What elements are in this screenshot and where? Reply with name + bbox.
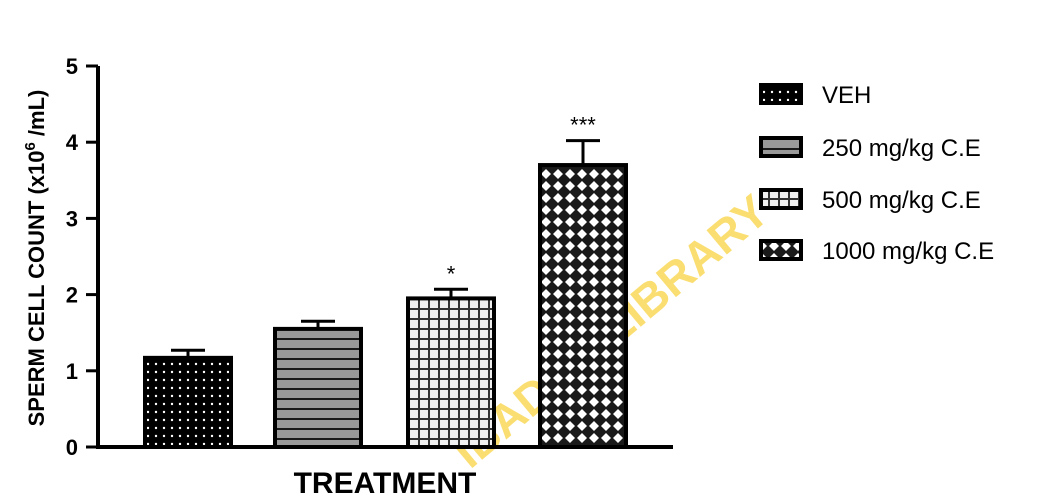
legend-label: 500 mg/kg C.E — [822, 187, 981, 214]
y-axis-title-unit: /mL) — [24, 90, 49, 143]
y-axis-title-superscript: 6 — [22, 142, 39, 150]
y-axis-title-main: SPERM CELL COUNT (x10 — [24, 151, 49, 427]
legend-label: VEH — [822, 82, 871, 109]
y-axis-title: SPERM CELL COUNT (x106 /mL) — [22, 90, 49, 427]
y-tick-label: 4 — [66, 130, 79, 155]
bar — [538, 163, 628, 449]
y-tick-label: 5 — [66, 54, 78, 79]
legend: VEH 250 mg/kg C.E 500 mg/kg C.E 1000 mg/kg … — [759, 82, 994, 265]
significance-marker: * — [447, 261, 456, 286]
y-tick-label: 2 — [66, 283, 78, 308]
bar — [143, 355, 233, 450]
bar — [406, 296, 496, 449]
legend-swatch — [759, 188, 803, 210]
legend-swatch — [759, 136, 803, 158]
significance-marker: *** — [570, 113, 596, 138]
legend-swatch — [759, 239, 803, 261]
y-tick-label: 1 — [66, 359, 78, 384]
y-tick-label: 3 — [66, 206, 78, 231]
legend-swatch — [759, 83, 803, 105]
y-tick-label: 0 — [66, 435, 78, 460]
legend-label: 250 mg/kg C.E — [822, 135, 981, 162]
x-axis-title: TREATMENT — [294, 467, 477, 497]
legend-label: 1000 mg/kg C.E — [822, 238, 994, 265]
bar — [273, 326, 363, 450]
